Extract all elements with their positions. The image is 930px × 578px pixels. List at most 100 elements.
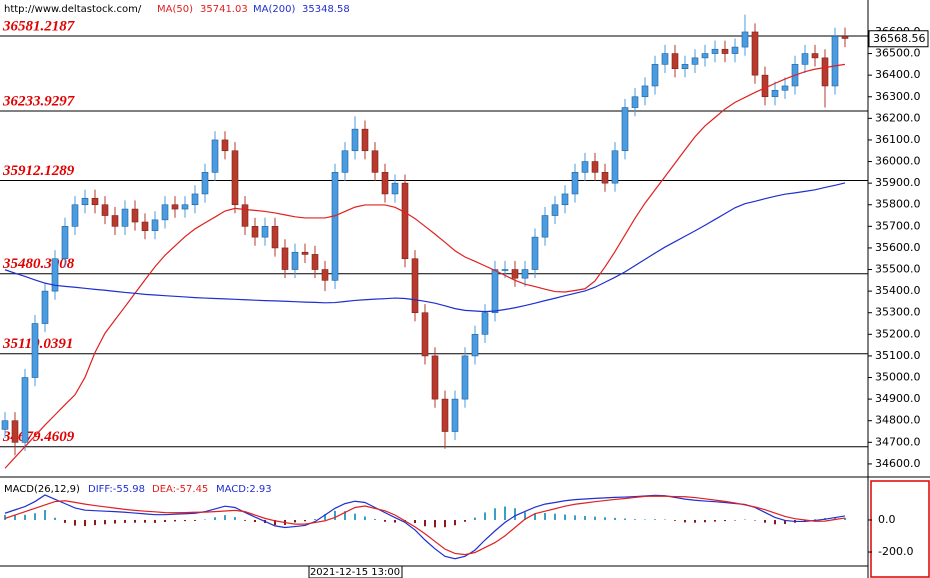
candle-body	[451, 398, 459, 432]
macd-bar	[134, 519, 136, 523]
macd-bar	[534, 513, 536, 520]
candle-body	[461, 355, 469, 400]
macd-bar	[594, 516, 596, 520]
macd-bar	[294, 519, 296, 523]
macd-bar	[704, 519, 706, 523]
macd-bar	[364, 516, 366, 520]
macd-bar	[224, 515, 226, 520]
candle-body	[381, 172, 389, 195]
macd-bar	[154, 519, 156, 523]
macd-line	[4, 495, 846, 556]
candle-body	[651, 64, 659, 87]
level-label: 35912.1289	[2, 163, 75, 179]
candle-body	[541, 215, 549, 238]
candle-body	[361, 128, 369, 152]
candle-body	[671, 53, 679, 69]
macd-bar	[814, 519, 816, 520]
macd-bar	[14, 514, 16, 520]
macd-bar	[494, 508, 496, 520]
macd-bar	[544, 512, 546, 520]
macd-bar	[64, 519, 66, 523]
candle-body	[271, 226, 279, 249]
macd-bar	[274, 519, 276, 526]
candle-body	[421, 312, 429, 357]
candle-body	[1, 420, 9, 430]
macd-bar	[394, 519, 396, 523]
macd-bar	[54, 517, 56, 520]
macd-bar	[734, 519, 736, 521]
macd-axis-frame	[870, 480, 930, 578]
candle-body	[741, 31, 749, 48]
macd-bar	[114, 519, 116, 524]
x-tick-label: 2021-12-15 13:00	[310, 567, 400, 578]
candle-body	[591, 161, 599, 173]
candle-body	[701, 53, 709, 59]
last-price-box	[868, 30, 929, 48]
candle-body	[281, 247, 289, 270]
macd-bar	[664, 519, 666, 520]
candle-body	[441, 398, 449, 432]
candle-body	[151, 219, 159, 231]
macd-bar	[384, 519, 386, 522]
level-label: 36233.9297	[2, 93, 75, 109]
macd-bar	[234, 517, 236, 520]
macd-bar	[184, 519, 186, 522]
candle-body	[771, 89, 779, 98]
candle-body	[391, 182, 399, 195]
legend-ma50-value: 35741.03	[200, 4, 248, 15]
macd-bar	[424, 519, 426, 527]
macd-bar	[784, 519, 786, 524]
y-tick-label: 35000.0	[875, 371, 921, 384]
y-tick-label: 36200.0	[875, 111, 921, 124]
candle-body	[491, 269, 499, 314]
candle-body	[401, 182, 409, 260]
macd-bar	[584, 515, 586, 520]
level-label: 36581.2187	[2, 18, 75, 34]
candle-body	[721, 48, 729, 54]
candle-body	[821, 57, 829, 87]
candle-body	[711, 48, 719, 54]
y-tick-label: 35700.0	[875, 219, 921, 232]
candle-body	[501, 269, 509, 271]
macd-bar	[334, 510, 336, 520]
macd-bar	[514, 508, 516, 520]
macd-bar	[684, 519, 686, 523]
candle-body	[641, 85, 649, 98]
candle-body	[331, 172, 339, 281]
candle-body	[561, 193, 569, 206]
macd-title: MACD(26,12,9)	[4, 484, 80, 495]
candle-body	[571, 172, 579, 195]
candle-body	[691, 57, 699, 65]
candle-body	[121, 208, 129, 227]
candle-body	[211, 139, 219, 173]
candle-body	[71, 204, 79, 227]
candle-body	[111, 215, 119, 227]
candle-body	[521, 269, 529, 279]
candle-body	[81, 197, 89, 206]
legend-macd: MACD:2.93	[216, 484, 272, 495]
legend-dea: DEA:-57.45	[152, 484, 208, 495]
candle-body	[731, 46, 739, 54]
candle-body	[341, 150, 349, 173]
macd-line	[4, 494, 846, 560]
y-tick-label: 34800.0	[875, 414, 921, 427]
macd-bar	[714, 519, 716, 522]
candle-body	[781, 85, 789, 91]
candle-body	[251, 226, 259, 238]
moving-average-line	[4, 182, 846, 313]
macd-bar	[764, 519, 766, 523]
candle-body	[291, 251, 299, 270]
y-tick-label: 34700.0	[875, 435, 921, 448]
candle-body	[611, 150, 619, 184]
candle-body	[431, 355, 439, 400]
macd-bar	[564, 514, 566, 520]
y-tick-label: 36300.0	[875, 90, 921, 103]
macd-bar	[454, 519, 456, 526]
macd-bar	[754, 519, 756, 521]
macd-bar	[654, 519, 656, 520]
candle-body	[61, 226, 69, 260]
y-tick-label: 35500.0	[875, 263, 921, 276]
candle-body	[21, 377, 29, 443]
macd-bar	[4, 514, 6, 520]
